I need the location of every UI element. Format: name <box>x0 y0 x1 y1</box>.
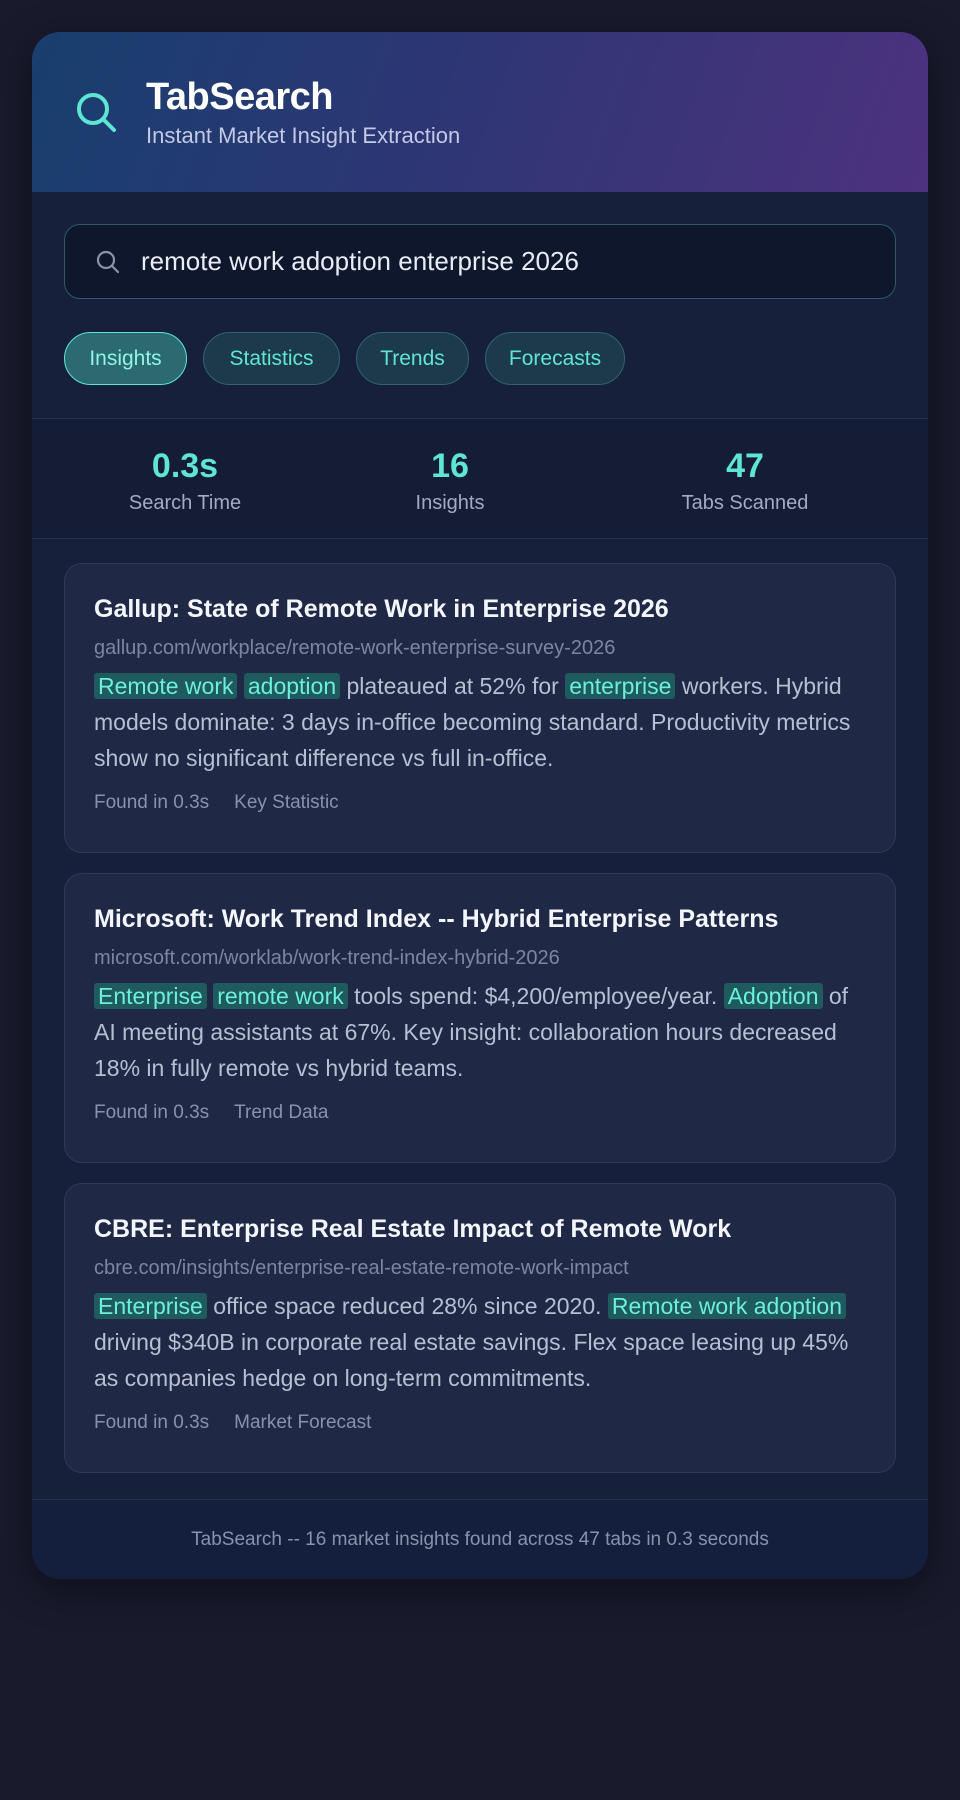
result-meta: Found in 0.3s Trend Data <box>94 1102 865 1124</box>
filter-chip-insights[interactable]: Insights <box>64 332 187 385</box>
result-card[interactable]: CBRE: Enterprise Real Estate Impact of R… <box>64 1183 896 1473</box>
filter-chips: Insights Statistics Trends Forecasts <box>32 299 928 418</box>
stat-tabs-scanned: 47 Tabs Scanned <box>562 419 928 538</box>
snippet-text: plateaued at 52% for <box>340 673 566 699</box>
app-header: TabSearch Instant Market Insight Extract… <box>32 32 928 192</box>
highlighted-term: Remote work <box>94 673 238 699</box>
stat-search-time: 0.3s Search Time <box>32 419 338 538</box>
highlighted-term: adoption <box>243 673 341 699</box>
title-block: TabSearch Instant Market Insight Extract… <box>146 75 460 149</box>
stat-value: 0.3s <box>151 447 219 485</box>
stat-value: 47 <box>726 447 764 485</box>
search-box[interactable] <box>64 224 896 299</box>
search-input[interactable] <box>141 246 895 277</box>
stat-label: Search Time <box>128 492 242 514</box>
app-title: TabSearch <box>146 76 333 118</box>
stat-insights: 16 Insights <box>338 419 562 538</box>
result-snippet: Remote work adoption plateaued at 52% fo… <box>94 668 865 776</box>
result-found-time: Found in 0.3s <box>94 792 210 813</box>
result-title[interactable]: Gallup: State of Remote Work in Enterpri… <box>94 595 669 623</box>
filter-chip-trends[interactable]: Trends <box>356 332 469 385</box>
snippet-text: driving $340B in corporate real estate s… <box>94 1329 849 1391</box>
result-tag: Trend Data <box>234 1102 329 1123</box>
snippet-text <box>237 673 243 699</box>
result-meta: Found in 0.3s Market Forecast <box>94 1412 865 1434</box>
result-tag: Key Statistic <box>234 792 339 813</box>
search-icon <box>77 93 116 132</box>
highlighted-term: remote work <box>213 983 348 1009</box>
snippet-text: of AI meeting assistants at 67%. Key ins… <box>94 983 849 1081</box>
results-list: Gallup: State of Remote Work in Enterpri… <box>32 539 928 1473</box>
result-card[interactable]: Microsoft: Work Trend Index -- Hybrid En… <box>64 873 896 1163</box>
result-card[interactable]: Gallup: State of Remote Work in Enterpri… <box>64 563 896 853</box>
result-url[interactable]: cbre.com/insights/enterprise-real-estate… <box>94 1257 629 1279</box>
filter-chip-forecasts[interactable]: Forecasts <box>485 332 625 385</box>
result-snippet: Enterprise office space reduced 28% sinc… <box>94 1288 865 1396</box>
result-title[interactable]: CBRE: Enterprise Real Estate Impact of R… <box>94 1215 732 1243</box>
app-subtitle: Instant Market Insight Extraction <box>146 123 461 148</box>
highlighted-term: enterprise <box>565 673 676 699</box>
status-footer: TabSearch -- 16 market insights found ac… <box>32 1499 928 1579</box>
stats-bar: 0.3s Search Time 16 Insights 47 Tabs Sca… <box>32 418 928 539</box>
stat-label: Tabs Scanned <box>681 492 809 514</box>
search-area <box>32 192 928 299</box>
highlighted-term: Enterprise <box>94 983 207 1009</box>
result-title[interactable]: Microsoft: Work Trend Index -- Hybrid En… <box>94 905 779 933</box>
result-found-time: Found in 0.3s <box>94 1102 210 1123</box>
result-tag: Market Forecast <box>234 1412 372 1433</box>
highlighted-term: Remote work adoption <box>607 1293 847 1319</box>
result-snippet: Enterprise remote work tools spend: $4,2… <box>94 978 865 1086</box>
result-found-time: Found in 0.3s <box>94 1412 210 1433</box>
snippet-text: office space reduced 28% since 2020. <box>206 1293 608 1319</box>
snippet-text: tools spend: $4,200/employee/year. <box>347 983 724 1009</box>
result-url[interactable]: microsoft.com/worklab/work-trend-index-h… <box>94 947 560 969</box>
result-url[interactable]: gallup.com/workplace/remote-work-enterpr… <box>94 637 616 659</box>
search-icon <box>96 250 120 273</box>
result-meta: Found in 0.3s Key Statistic <box>94 792 865 814</box>
highlighted-term: Enterprise <box>94 1293 207 1319</box>
app-window: TabSearch Instant Market Insight Extract… <box>32 32 928 1579</box>
stat-value: 16 <box>431 447 469 485</box>
snippet-text: workers. Hybrid models dominate: 3 days … <box>94 673 851 771</box>
highlighted-term: Adoption <box>723 983 823 1009</box>
filter-chip-statistics[interactable]: Statistics <box>203 332 340 385</box>
stat-label: Insights <box>415 492 485 514</box>
